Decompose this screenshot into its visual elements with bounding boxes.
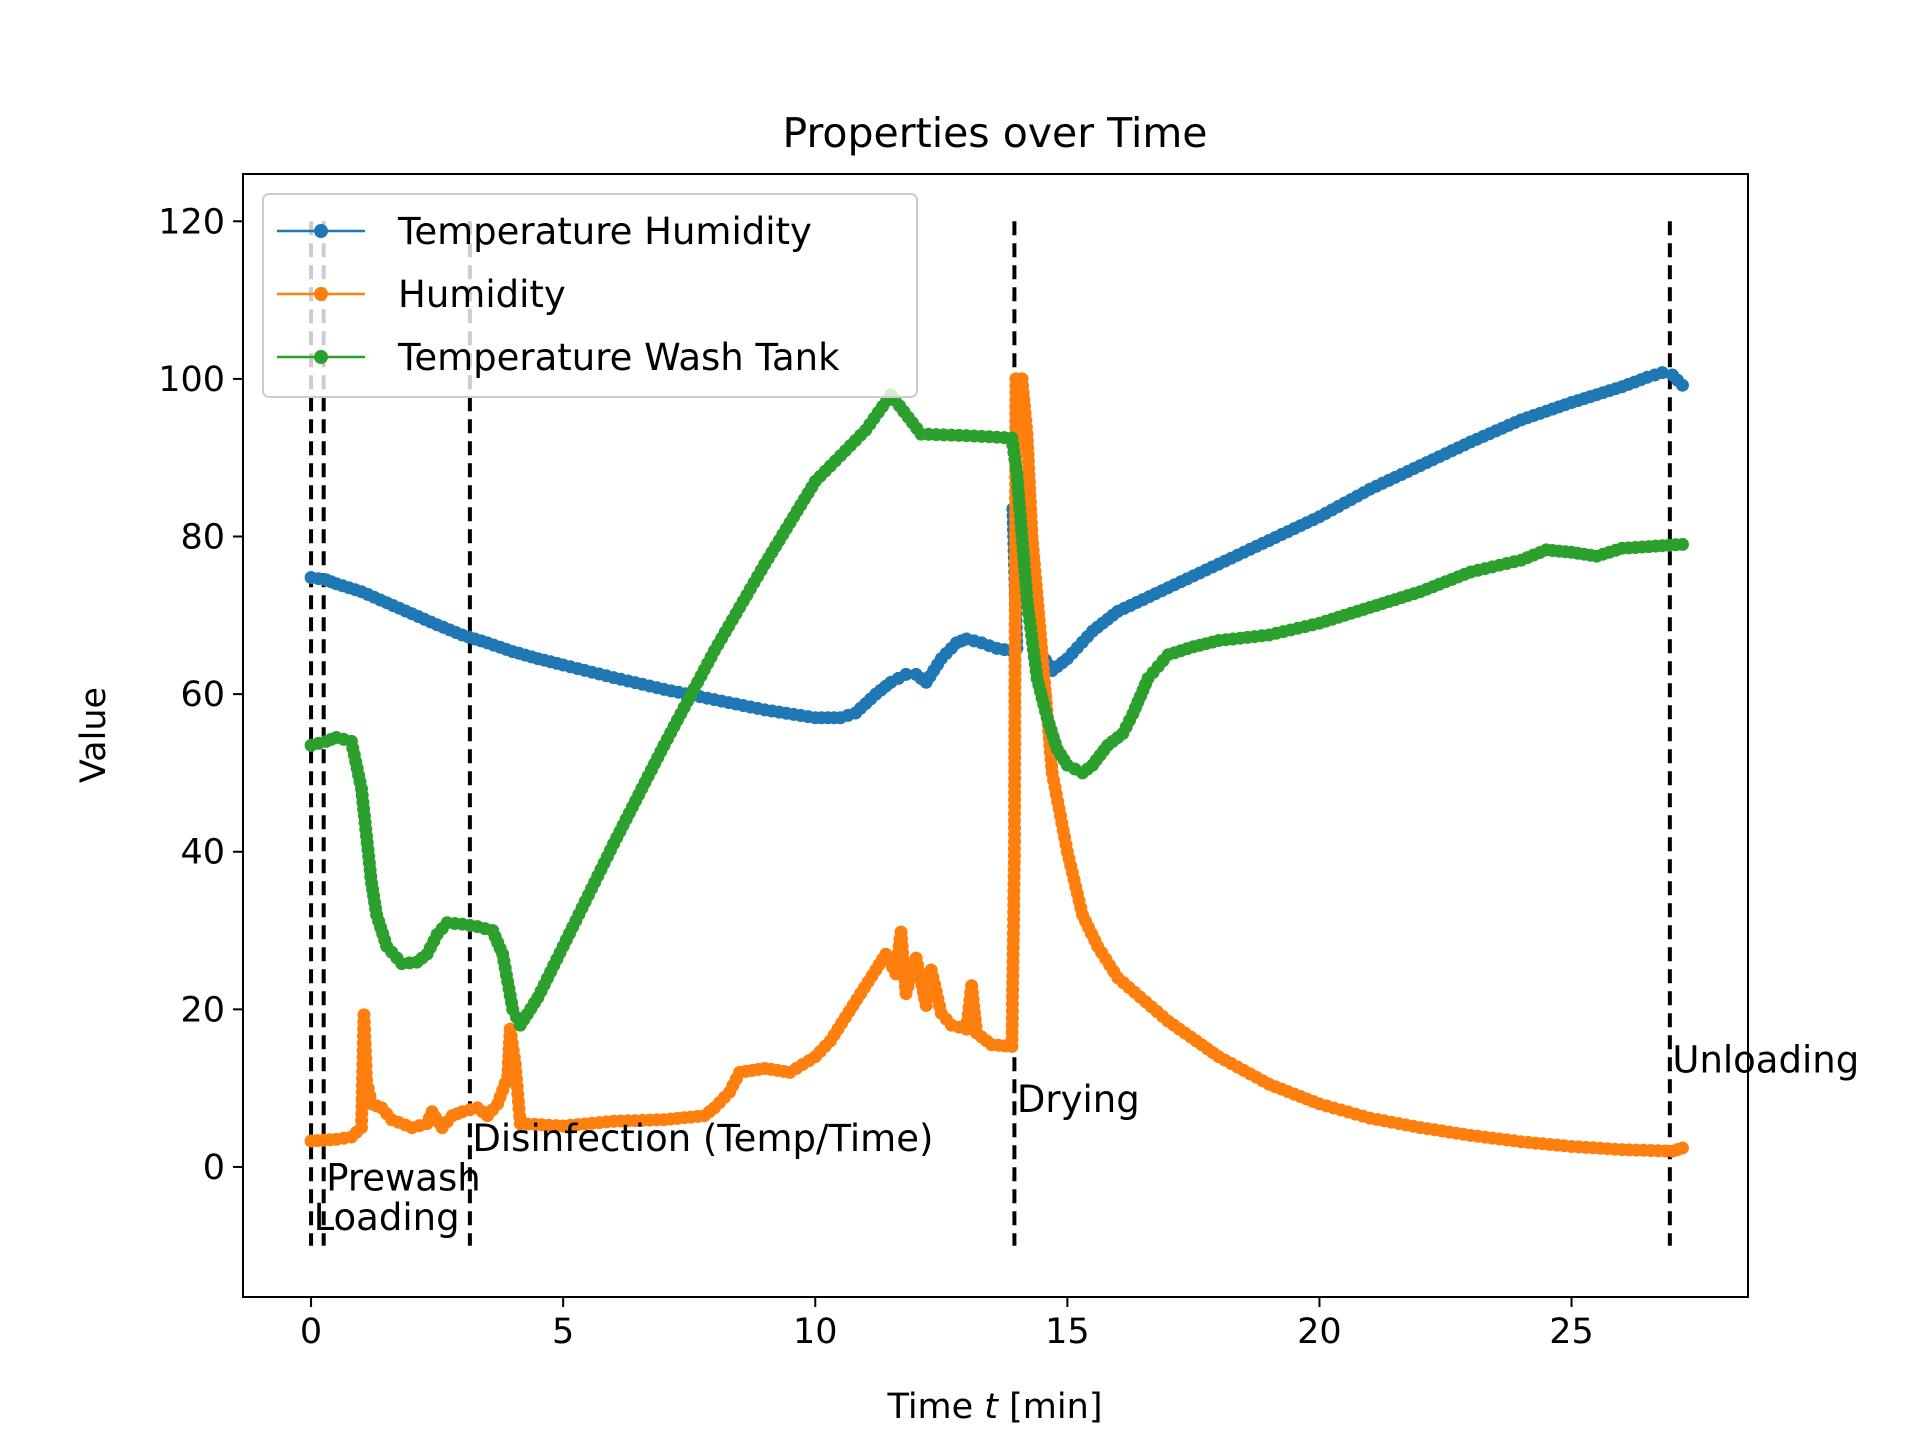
series-layer [304, 366, 1689, 1158]
series-humidity [304, 372, 1689, 1158]
legend-marker [314, 287, 328, 301]
y-axis-label: Value [74, 687, 114, 783]
y-axis: 0 20 40 60 80 100 120 [158, 202, 243, 1188]
x-tick-label: 0 [300, 1312, 322, 1352]
legend-label-humidity: Humidity [398, 273, 566, 316]
legend: Temperature Humidity Humidity Temperature … [262, 193, 918, 398]
y-tick-label: 0 [203, 1148, 225, 1188]
x-axis-label: Time t [min] [887, 1387, 1103, 1427]
y-tick-label: 20 [180, 990, 225, 1030]
legend-marker [314, 224, 328, 238]
plot-frame [242, 173, 1749, 1298]
data-point [1675, 537, 1689, 551]
series-line [310, 371, 1684, 720]
legend-label-temperature-humidity: Temperature Humidity [397, 210, 812, 253]
x-axis: 0 5 10 15 20 25 [300, 1297, 1594, 1352]
x-tick-label: 20 [1297, 1312, 1342, 1352]
data-point [1675, 1141, 1689, 1155]
y-tick-label: 100 [158, 360, 225, 400]
legend-box [262, 193, 918, 398]
y-tick-label: 120 [158, 202, 225, 242]
phase-label-unloading: Unloading [1672, 1038, 1859, 1081]
series-line [310, 393, 1683, 1027]
x-tick-label: 5 [552, 1312, 574, 1352]
data-point [1675, 378, 1689, 392]
legend-label-temperature-wash-tank: Temperature Wash Tank [397, 336, 840, 379]
phase-label-prewash: Prewash [326, 1157, 481, 1200]
x-axis-label-suffix: [min] [998, 1387, 1102, 1427]
phase-label-loading: Loading [314, 1196, 460, 1239]
data-point [1655, 366, 1669, 380]
y-tick-label: 40 [180, 833, 225, 873]
phase-label-drying: Drying [1017, 1078, 1140, 1121]
x-tick-label: 10 [793, 1312, 838, 1352]
phase-label-disinfection-temp-time: Disinfection (Temp/Time) [472, 1117, 933, 1160]
data-point [899, 667, 913, 681]
x-axis-label-prefix: Time [887, 1387, 985, 1427]
series-temperature-wash-tank [304, 388, 1689, 1032]
y-tick-label: 80 [180, 518, 225, 558]
x-tick-label: 15 [1045, 1312, 1090, 1352]
legend-marker [314, 350, 328, 364]
y-tick-label: 60 [180, 675, 225, 715]
series-temperature-humidity [304, 366, 1689, 725]
x-tick-label: 25 [1549, 1312, 1594, 1352]
chart-title: Properties over Time [782, 109, 1207, 157]
x-axis-label-variable: t [984, 1387, 999, 1427]
